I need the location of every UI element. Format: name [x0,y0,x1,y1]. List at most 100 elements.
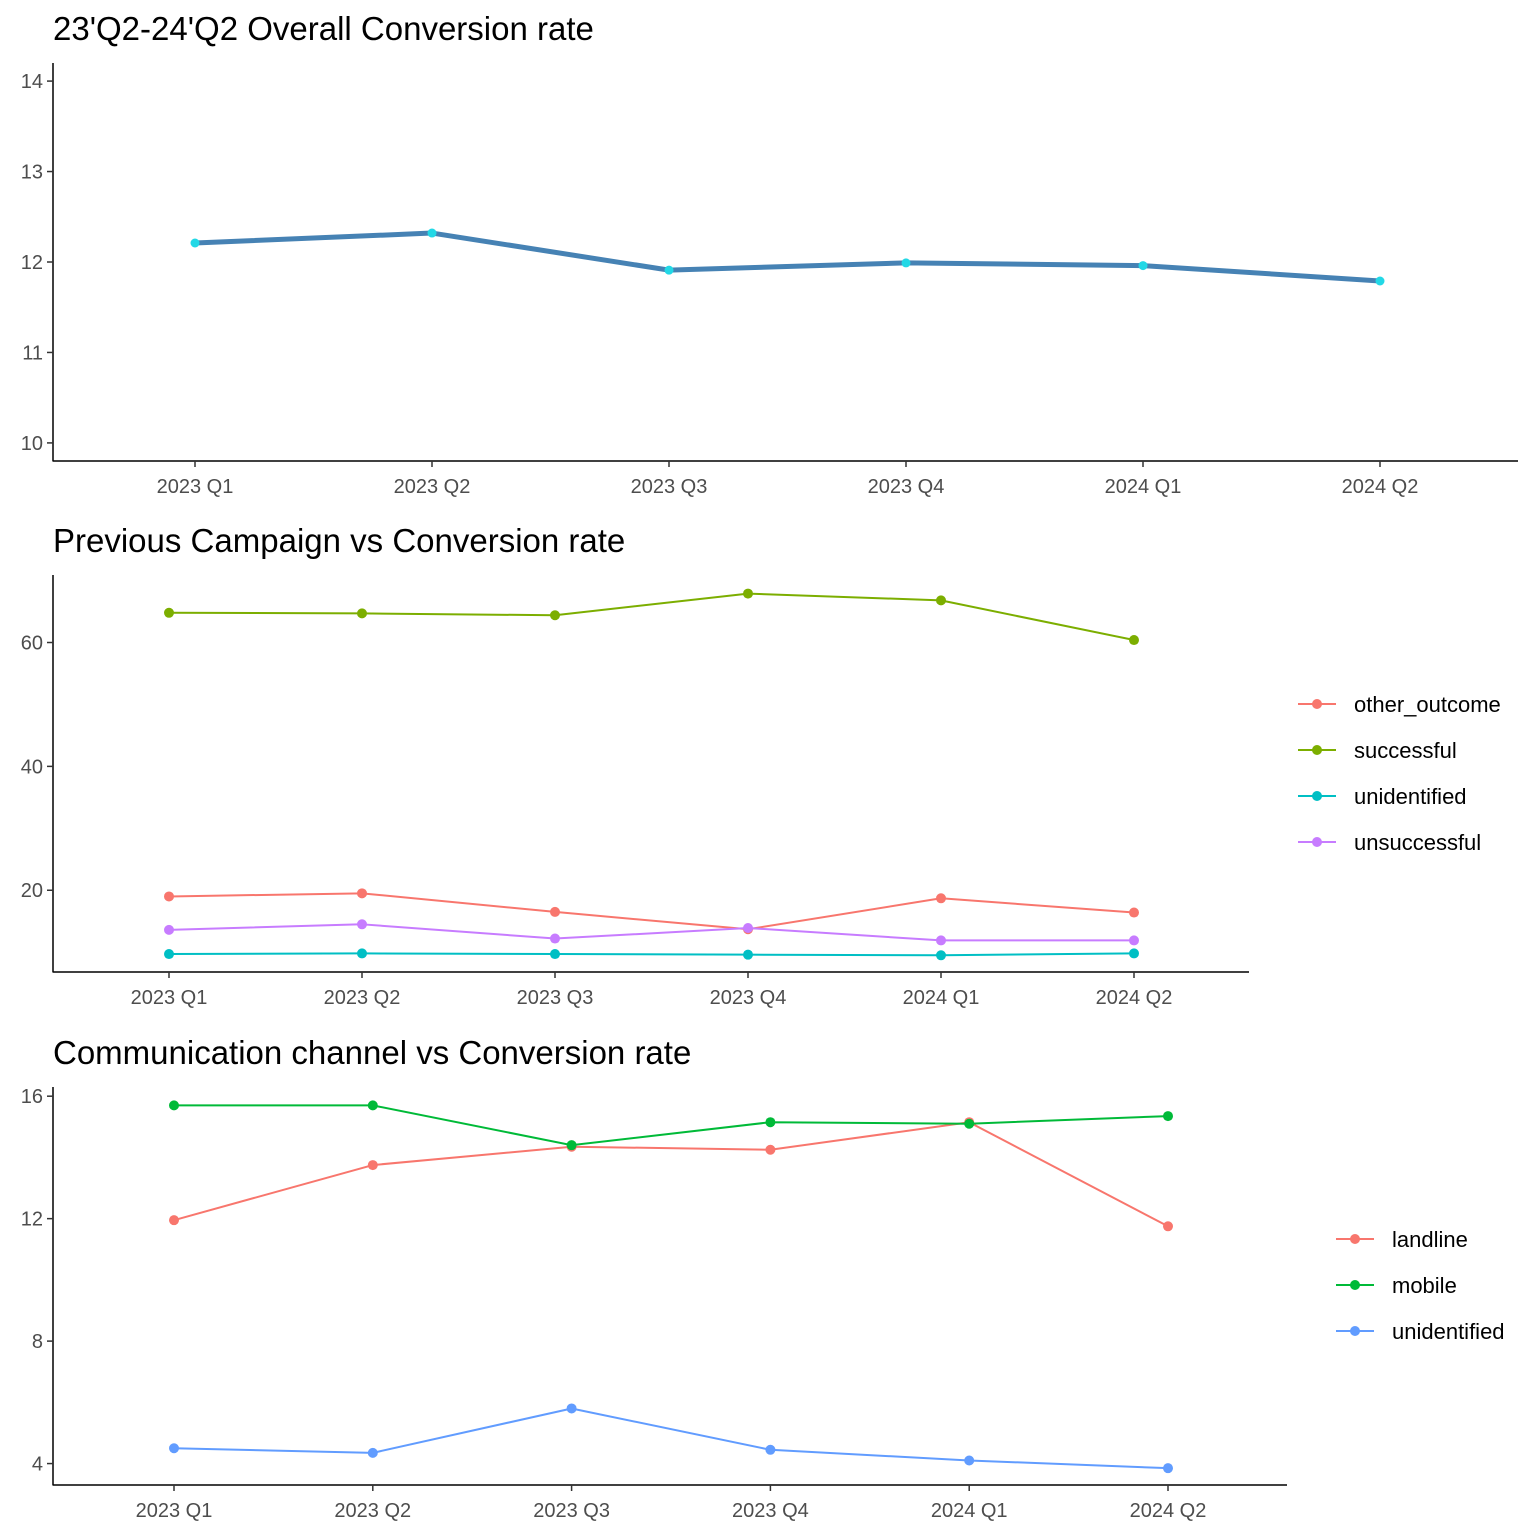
chart-overall: 10 11 12 13 14 2023 Q1 2023 Q2 2023 Q3 2023 Q4 20… [21,63,1518,498]
data-point [164,924,174,935]
data-point [550,933,560,944]
y-tick-label: 8 [32,1331,43,1353]
data-point [743,949,753,960]
legend-item: unsuccessful [1298,830,1481,855]
data-point [357,608,367,619]
x-tick-label: 2023 Q2 [324,987,401,1009]
series-successful [164,588,1139,646]
legend-key-point [1350,1280,1360,1290]
x-tick-label: 2024 Q1 [931,1500,1008,1522]
data-point [357,948,367,959]
legend-label: unidentified [1354,784,1467,809]
x-tick-label: 2024 Q2 [1130,1500,1207,1522]
data-point [1163,1221,1173,1232]
data-point [936,893,946,904]
chart-title-overall: 23'Q2-24'Q2 Overall Conversion rate [53,10,594,47]
data-point [357,888,367,899]
y-tick-label: 12 [21,252,43,274]
x-tick-label: 2024 Q2 [1096,987,1173,1009]
legend: other_outcome successful unidentified unsuc… [1298,692,1501,855]
legend: landline mobile unidentified [1336,1227,1505,1344]
x-tick-label: 2023 Q2 [394,476,471,498]
data-point [1129,935,1139,946]
legend-key-point [1312,699,1322,709]
legend-item: mobile [1336,1273,1457,1298]
x-tick-label: 2024 Q1 [1105,476,1182,498]
chart-channel: 4 8 12 16 2023 Q1 2023 Q2 2023 Q3 2023 Q4 2024 Q… [21,1086,1505,1522]
data-point [367,1160,378,1171]
chart-panel-channel: Communication channel vs Conversion rate… [0,1024,1536,1536]
data-point [1129,635,1139,646]
series-unidentified [164,948,1139,961]
data-point [936,935,946,946]
chart-panel-overall: 23'Q2-24'Q2 Overall Conversion rate 10 11… [0,0,1536,512]
data-point [550,610,560,621]
chart-panel-campaign: Previous Campaign vs Conversion rate 20 4… [0,512,1536,1024]
data-point [169,1443,179,1454]
y-tick-label: 14 [21,71,43,93]
data-point [743,923,753,934]
series-unidentified [169,1403,1173,1474]
series-line [168,923,1134,942]
series-overall [190,228,1385,286]
data-point [765,1117,776,1128]
data-point [901,258,911,268]
data-point [427,228,437,238]
legend-label: unsuccessful [1354,830,1481,855]
y-tick-label: 4 [32,1454,43,1476]
legend-item: unidentified [1298,784,1467,809]
data-point [367,1447,378,1458]
data-point [164,891,174,902]
data-point [367,1100,378,1111]
x-tick-label: 2023 Q4 [868,476,945,498]
data-point [964,1118,975,1129]
data-point [936,950,946,961]
x-tick-label: 2024 Q2 [1342,476,1419,498]
legend-item: successful [1298,738,1457,763]
data-point [1163,1463,1173,1474]
x-tick-label: 2023 Q4 [732,1500,809,1522]
y-tick-label: 20 [21,880,43,902]
legend-item: unidentified [1336,1319,1505,1344]
x-tick-label: 2023 Q1 [131,987,208,1009]
x-tick-label: 2023 Q3 [533,1500,610,1522]
data-point [936,595,946,606]
legend-key-point [1312,745,1322,755]
legend-key-point [1350,1234,1360,1244]
data-point [1129,907,1139,918]
x-tick-label: 2023 Q1 [157,476,234,498]
chart-title-campaign: Previous Campaign vs Conversion rate [53,522,626,559]
legend-item: other_outcome [1298,692,1501,717]
series-line [174,1104,1169,1147]
data-point [1163,1111,1173,1122]
x-tick-label: 2023 Q1 [136,1500,213,1522]
series-other_outcome [164,888,1139,935]
chart-title-channel: Communication channel vs Conversion rate [53,1034,692,1071]
data-point [1129,948,1139,959]
y-tick-label: 10 [21,433,43,455]
series-line [173,1121,1169,1228]
y-tick-label: 40 [21,756,43,778]
x-tick-label: 2023 Q3 [631,476,708,498]
legend-key-point [1350,1326,1360,1336]
data-point [765,1444,776,1455]
data-point [357,919,367,930]
legend-label: successful [1354,738,1457,763]
x-tick-label: 2023 Q2 [334,1500,411,1522]
legend-key-point [1312,837,1322,847]
data-point [164,949,174,960]
y-tick-label: 11 [22,342,43,364]
y-tick-label: 13 [21,162,43,184]
data-point [169,1215,179,1226]
x-tick-label: 2023 Q4 [710,987,787,1009]
legend-item: landline [1336,1227,1468,1252]
data-point [664,265,674,275]
series-line [168,892,1135,931]
data-point [164,607,174,618]
data-point [1138,261,1148,271]
series-line [168,952,1135,957]
series-line [168,592,1135,642]
chart-campaign: 20 40 60 2023 Q1 2023 Q2 2023 Q3 2023 Q4 2024 Q… [21,575,1501,1009]
data-point [964,1455,975,1466]
x-tick-label: 2024 Q1 [903,987,980,1009]
